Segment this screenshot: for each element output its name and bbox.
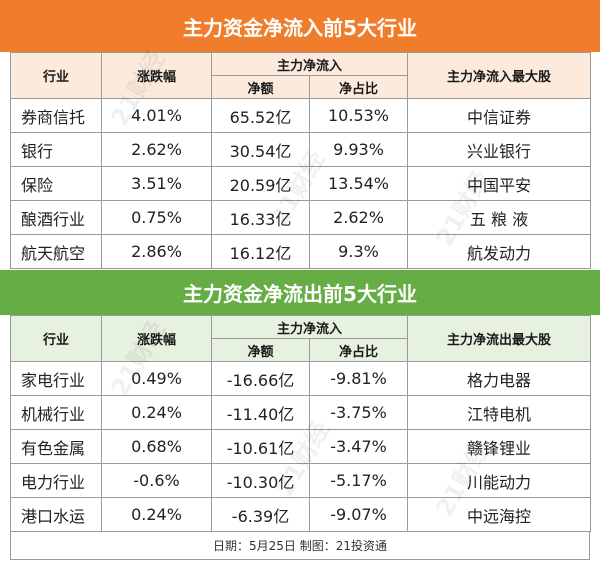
cell-net-ratio: -3.75% xyxy=(308,395,409,430)
cell-industry: 银行 xyxy=(10,132,102,167)
cell-net-ratio: 10.53% xyxy=(308,98,409,133)
header-group: 主力净流入 xyxy=(210,52,409,76)
cell-net-amount: 65.52亿 xyxy=(211,98,310,133)
cell-top-stock: 兴业银行 xyxy=(407,132,592,167)
header-net: 净额 xyxy=(211,75,310,99)
outflow-rows: 家电行业 0.49% -16.66亿 -9.81% 格力电器 机械行业 0.24% -11.4… xyxy=(10,361,592,532)
table-row: 机械行业 0.24% -11.40亿 -3.75% 江特电机 xyxy=(10,395,592,430)
inflow-title: 主力资金净流入前5大行业 xyxy=(0,0,600,52)
cell-change: 0.49% xyxy=(101,361,212,396)
cell-net-amount: -6.39亿 xyxy=(211,497,310,532)
cell-industry: 机械行业 xyxy=(10,395,102,430)
cell-top-stock: 江特电机 xyxy=(407,395,592,430)
header-net: 净额 xyxy=(211,338,310,362)
cell-top-stock: 中国平安 xyxy=(407,166,592,201)
cell-net-ratio: 2.62% xyxy=(308,200,409,235)
cell-top-stock: 中远海控 xyxy=(407,497,592,532)
cell-net-ratio: -9.81% xyxy=(308,361,409,396)
cell-top-stock: 川能动力 xyxy=(407,463,592,498)
cell-top-stock: 格力电器 xyxy=(407,361,592,396)
cell-industry: 港口水运 xyxy=(10,497,102,532)
cell-change: 0.75% xyxy=(101,200,212,235)
cell-change: 3.51% xyxy=(101,166,212,201)
table-row: 航天航空 2.86% 16.12亿 9.3% 航发动力 xyxy=(10,234,592,269)
cell-net-amount: -16.66亿 xyxy=(211,361,310,396)
inflow-table: 行业 涨跌幅 主力净流入 主力净流入最大股 净额 净占比 券商信托 4.01% 65… xyxy=(10,52,592,269)
cell-change: 0.24% xyxy=(101,395,212,430)
cell-top-stock: 赣锋锂业 xyxy=(407,429,592,464)
outflow-table: 行业 涨跌幅 主力净流入 主力净流出最大股 净额 净占比 家电行业 0.49% -1… xyxy=(10,315,592,532)
cell-industry: 券商信托 xyxy=(10,98,102,133)
cell-net-amount: 16.12亿 xyxy=(211,234,310,269)
inflow-rows: 券商信托 4.01% 65.52亿 10.53% 中信证券 银行 2.62% 30.54亿 9.… xyxy=(10,98,592,269)
cell-industry: 酿酒行业 xyxy=(10,200,102,235)
header-industry: 行业 xyxy=(10,315,102,362)
cell-net-amount: -10.61亿 xyxy=(211,429,310,464)
header-group: 主力净流入 xyxy=(210,315,409,339)
cell-change: 2.86% xyxy=(101,234,212,269)
cell-net-amount: -10.30亿 xyxy=(211,463,310,498)
cell-top-stock: 中信证券 xyxy=(407,98,592,133)
cell-top-stock: 航发动力 xyxy=(407,234,592,269)
header-top-stock: 主力净流出最大股 xyxy=(407,315,592,362)
cell-net-amount: -11.40亿 xyxy=(211,395,310,430)
cell-net-ratio: 9.93% xyxy=(308,132,409,167)
table-row: 酿酒行业 0.75% 16.33亿 2.62% 五 粮 液 xyxy=(10,200,592,235)
cell-industry: 电力行业 xyxy=(10,463,102,498)
cell-industry: 保险 xyxy=(10,166,102,201)
cell-change: 0.68% xyxy=(101,429,212,464)
footer-credit: 日期：5月25日 制图：21投资通 xyxy=(10,531,590,560)
cell-net-ratio: -3.47% xyxy=(308,429,409,464)
header-top-stock: 主力净流入最大股 xyxy=(407,52,592,99)
cell-industry: 家电行业 xyxy=(10,361,102,396)
table-row: 电力行业 -0.6% -10.30亿 -5.17% 川能动力 xyxy=(10,463,592,498)
cell-change: 0.24% xyxy=(101,497,212,532)
cell-change: 4.01% xyxy=(101,98,212,133)
header-ratio: 净占比 xyxy=(308,338,409,362)
cell-change: -0.6% xyxy=(101,463,212,498)
table-row: 银行 2.62% 30.54亿 9.93% 兴业银行 xyxy=(10,132,592,167)
cell-industry: 航天航空 xyxy=(10,234,102,269)
cell-net-amount: 30.54亿 xyxy=(211,132,310,167)
header-ratio: 净占比 xyxy=(308,75,409,99)
header-change: 涨跌幅 xyxy=(101,52,212,99)
outflow-title: 主力资金净流出前5大行业 xyxy=(0,270,600,315)
cell-change: 2.62% xyxy=(101,132,212,167)
table-row: 保险 3.51% 20.59亿 13.54% 中国平安 xyxy=(10,166,592,201)
cell-net-ratio: -5.17% xyxy=(308,463,409,498)
header-change: 涨跌幅 xyxy=(101,315,212,362)
cell-net-amount: 20.59亿 xyxy=(211,166,310,201)
table-row: 港口水运 0.24% -6.39亿 -9.07% 中远海控 xyxy=(10,497,592,532)
cell-net-amount: 16.33亿 xyxy=(211,200,310,235)
header-industry: 行业 xyxy=(10,52,102,99)
cell-industry: 有色金属 xyxy=(10,429,102,464)
table-row: 家电行业 0.49% -16.66亿 -9.81% 格力电器 xyxy=(10,361,592,396)
cell-net-ratio: -9.07% xyxy=(308,497,409,532)
cell-top-stock: 五 粮 液 xyxy=(407,200,592,235)
table-row: 有色金属 0.68% -10.61亿 -3.47% 赣锋锂业 xyxy=(10,429,592,464)
table-row: 券商信托 4.01% 65.52亿 10.53% 中信证券 xyxy=(10,98,592,133)
cell-net-ratio: 9.3% xyxy=(308,234,409,269)
cell-net-ratio: 13.54% xyxy=(308,166,409,201)
